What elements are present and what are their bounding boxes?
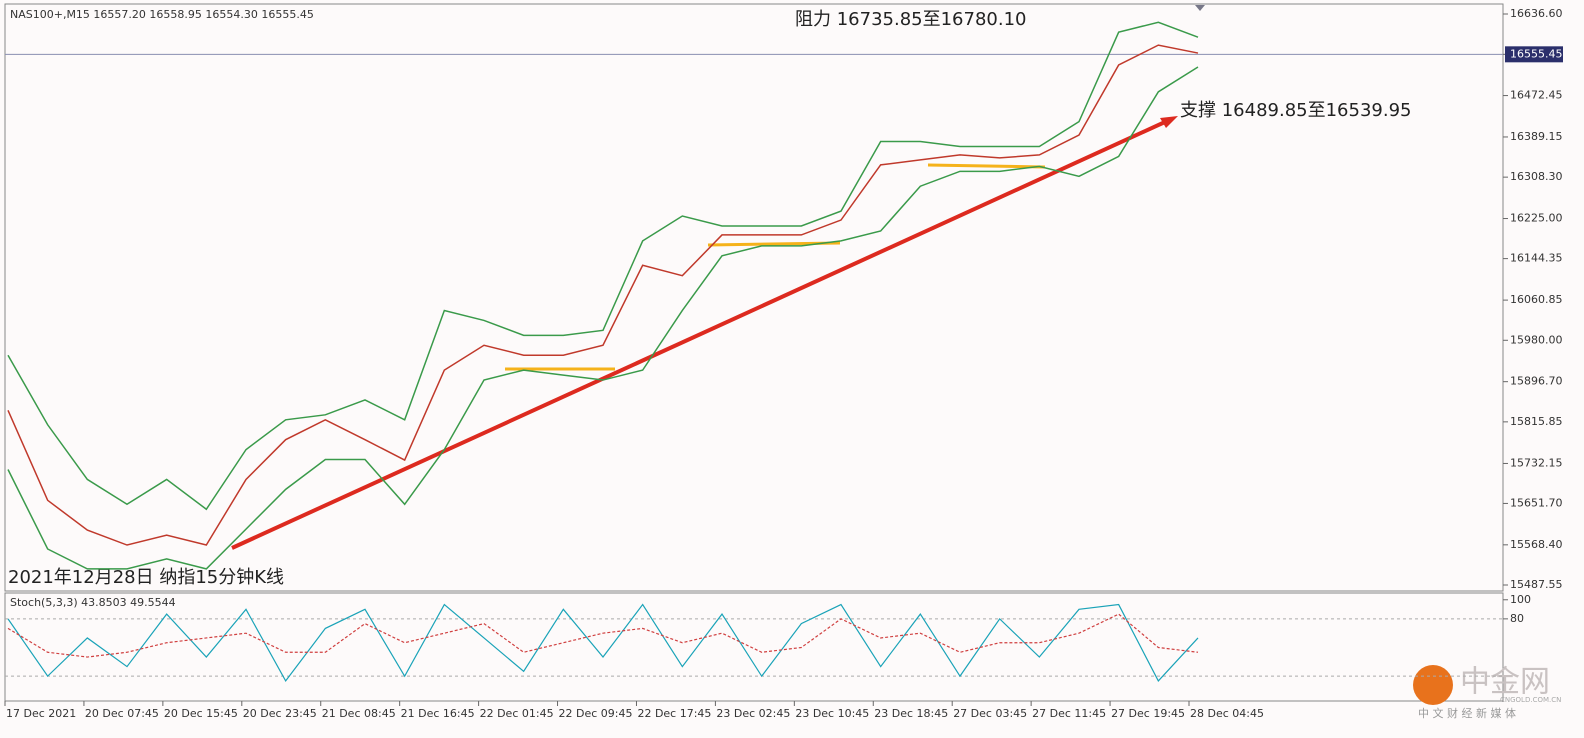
x-tick-label: 23 Dec 02:45 (716, 707, 790, 720)
stoch-tick-label: 100 (1510, 593, 1531, 606)
series-line (7, 21, 1199, 511)
chart-caption: 2021年12月28日 纳指15分钟K线 (8, 567, 284, 588)
x-tick-label: 27 Dec 11:45 (1032, 707, 1106, 720)
resistance-note: 阻力 16735.85至16780.10 (795, 9, 1027, 30)
x-tick-label: 20 Dec 23:45 (243, 707, 317, 720)
stoch-label: Stoch(5,3,3) 43.8503 49.5544 (10, 596, 176, 609)
logo (1413, 665, 1453, 705)
series-line (7, 603, 1199, 683)
trend-arrow (1160, 116, 1178, 128)
series-line (7, 613, 1199, 658)
stoch-tick-label: 80 (1510, 612, 1524, 625)
last-price-box (1505, 46, 1563, 63)
y-tick-label: 15815.85 (1510, 415, 1563, 428)
y-tick-label: 15732.15 (1510, 456, 1563, 469)
y-tick-label: 15980.00 (1510, 333, 1563, 346)
x-tick-label: 17 Dec 2021 (6, 707, 76, 720)
y-tick-label: 16060.85 (1510, 293, 1563, 306)
last-price-label: 16555.45 (1510, 47, 1563, 60)
header: NAS100+,M15 16557.20 16558.95 16554.30 1… (10, 8, 314, 21)
support-note: 支撑 16489.85至16539.95 (1180, 100, 1412, 121)
stoch-frame (4, 592, 1504, 702)
x-tick-label: 22 Dec 17:45 (637, 707, 711, 720)
x-tick-label: 23 Dec 10:45 (795, 707, 869, 720)
y-tick-label: 15487.55 (1510, 578, 1563, 591)
y-tick-label: 15651.70 (1510, 496, 1563, 509)
watermark-sub: 中 文 财 经 新 媒 体 (1418, 706, 1516, 720)
x-tick-label: 27 Dec 03:45 (953, 707, 1027, 720)
trend-line (231, 120, 1166, 550)
main-frame (4, 3, 1504, 592)
x-tick-label: 21 Dec 16:45 (401, 707, 475, 720)
x-tick-label: 22 Dec 09:45 (559, 707, 633, 720)
series-line (7, 66, 1199, 570)
x-tick-label: 27 Dec 19:45 (1111, 707, 1185, 720)
y-tick-label: 16472.45 (1510, 89, 1563, 102)
x-tick-label: 22 Dec 01:45 (480, 707, 554, 720)
watermark: 中金网 (1460, 665, 1550, 700)
marker (1195, 5, 1205, 11)
y-tick-label: 16389.15 (1510, 130, 1563, 143)
y-tick-label: 16308.30 (1510, 170, 1563, 183)
x-tick-label: 28 Dec 04:45 (1190, 707, 1264, 720)
series-line (7, 44, 1199, 546)
watermark-url: CNGOLD.COM.CN (1500, 696, 1561, 704)
y-tick-label: 16144.35 (1510, 252, 1563, 265)
y-tick-label: 16636.60 (1510, 7, 1563, 20)
x-tick-label: 20 Dec 07:45 (85, 707, 159, 720)
x-tick-label: 20 Dec 15:45 (164, 707, 238, 720)
y-tick-label: 15896.70 (1510, 375, 1563, 388)
x-tick-label: 21 Dec 08:45 (322, 707, 396, 720)
y-tick-label: 15568.40 (1510, 538, 1563, 551)
x-tick-label: 23 Dec 18:45 (874, 707, 948, 720)
y-tick-label: 16225.00 (1510, 212, 1563, 225)
